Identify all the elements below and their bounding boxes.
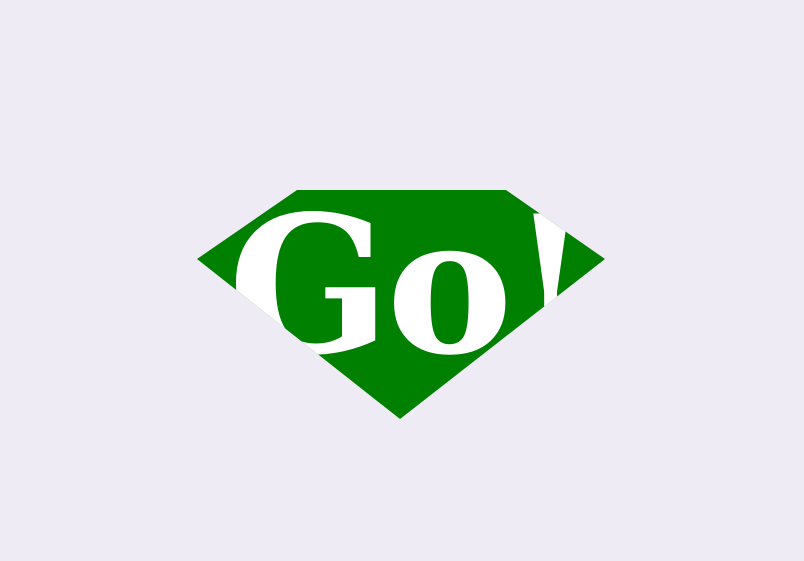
diamond-gem-icon[interactable] (197, 190, 605, 419)
go-label: Go! (228, 174, 588, 397)
go-label-group: Go! (228, 174, 592, 397)
